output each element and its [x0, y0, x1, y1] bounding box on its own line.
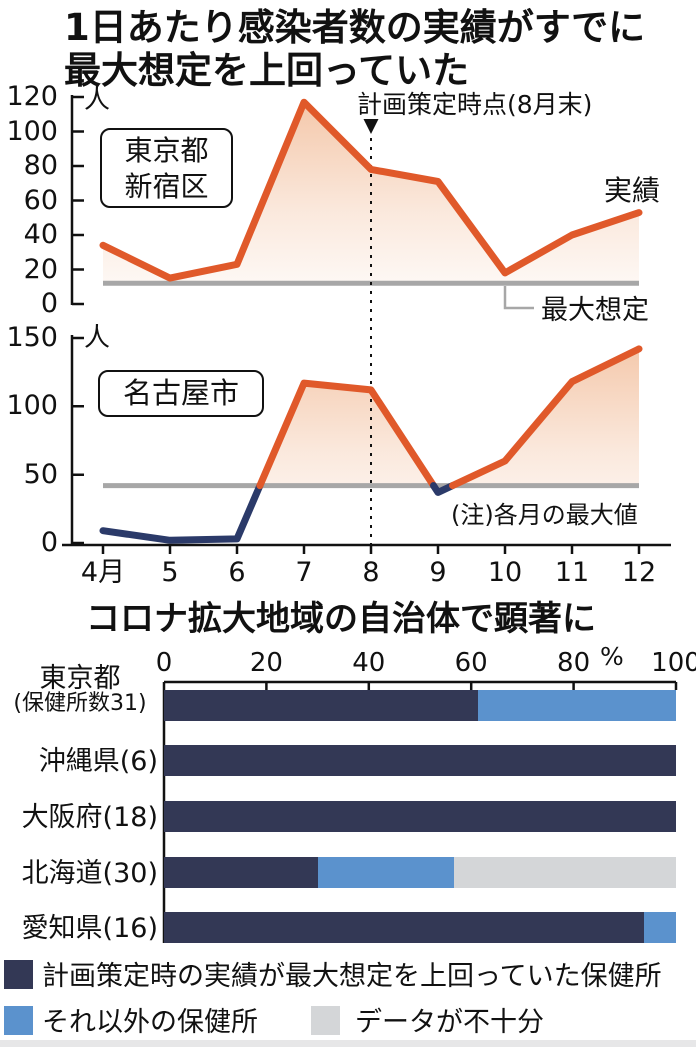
legend-swatch-other [4, 1006, 33, 1035]
legend-swatch-insufficient [311, 1006, 340, 1035]
actual-line [99, 98, 643, 282]
max-assumption-connector [503, 286, 534, 310]
bar-category-sublabel: (保健所数31) [13, 691, 147, 716]
tokyo-region-line2: 新宿区 [124, 170, 209, 203]
bar-category-label: 沖縄県(6) [38, 746, 158, 777]
bar-segment [164, 912, 645, 943]
x-tick-label: 11 [554, 557, 590, 588]
actual-line [99, 482, 264, 544]
y-tick-label: 20 [23, 253, 58, 285]
legend-swatch-exceeded [4, 960, 33, 989]
main-title: 1日あたり感染者数の実績がすでに 最大想定を上回っていた [64, 6, 645, 92]
nagoya-unit-label: 人 [84, 323, 111, 353]
x-axis [62, 543, 671, 554]
main-title-line1: 1日あたり感染者数の実績がすでに [64, 6, 646, 49]
x-tick-label: 10 [487, 557, 523, 588]
bottom-strip [0, 1040, 696, 1047]
y-tick-label: 100 [6, 115, 58, 147]
actual-line [449, 345, 643, 490]
tokyo-unit-label: 人 [84, 85, 111, 115]
percent-unit-label: % [600, 642, 624, 671]
x-tick-label: 9 [429, 557, 447, 588]
x-tick-label: 7 [295, 557, 313, 588]
main-title-line2: 最大想定を上回っていた [64, 49, 470, 92]
y-tick-label: 0 [40, 527, 58, 558]
x-tick-label: 6 [228, 557, 246, 588]
y-tick-label: 150 [6, 321, 58, 353]
bar-row [164, 912, 676, 943]
y-tick-label: 60 [23, 184, 58, 216]
actual-series-label: 実績 [604, 174, 661, 207]
y-tick-label: 50 [23, 458, 58, 490]
bar-category-label: 東京都 [39, 663, 121, 694]
bar-segment [477, 690, 676, 721]
area-fill [259, 383, 434, 486]
y-axis [70, 95, 84, 306]
bar-segment [644, 912, 676, 943]
nagoya-region-box: 名古屋市 [98, 370, 264, 417]
bar-segment [164, 801, 676, 832]
monthly-max-note: (注)各月の最大値 [451, 501, 638, 529]
y-tick-label: 40 [23, 219, 58, 250]
bar-category-label: 北海道(30) [21, 858, 158, 889]
nagoya-region-label: 名古屋市 [122, 376, 239, 410]
bar-category-label: 大阪府(18) [21, 802, 158, 833]
x-tick-label: 5 [161, 557, 179, 588]
legend-label-other: それ以外の保健所 [42, 1007, 258, 1038]
down-triangle-icon [363, 119, 379, 134]
tokyo-region-box: 東京都 新宿区 [100, 128, 233, 208]
x-tick-label: 12 [621, 557, 657, 588]
bar-segment [317, 857, 455, 888]
max-assumption-label: 最大想定 [541, 295, 649, 326]
bar-segment [164, 745, 676, 776]
x-tick-label: 8 [362, 557, 380, 588]
bar-row [164, 801, 676, 832]
legend-label-insufficient: データが不十分 [355, 1007, 544, 1038]
tokyo-region-line1: 東京都 [124, 134, 209, 167]
bar-axis-tick-label: 60 [454, 648, 488, 678]
bar-segment [164, 690, 478, 721]
bar-row [164, 745, 676, 776]
bar-axis-tick-label: 80 [557, 648, 591, 678]
y-tick-label: 80 [23, 150, 58, 181]
y-tick-label: 0 [40, 288, 58, 319]
plan-annotation-label: 計画策定時点(8月末) [357, 90, 593, 119]
bar-row [164, 857, 676, 888]
bar-segment [454, 857, 676, 888]
bar-axis-tick-label: 20 [249, 648, 283, 678]
bar-axis-tick-label: 40 [352, 648, 386, 678]
bar-axis-tick-label: 0 [155, 648, 173, 678]
y-tick-label: 100 [6, 390, 58, 422]
actual-line [430, 482, 457, 496]
bar-axis-tick-label: 100 [651, 648, 696, 678]
bar-row [164, 690, 676, 721]
bar-segment [164, 857, 318, 888]
x-tick-label: 4月 [80, 557, 126, 588]
bar-category-label: 愛知県(16) [21, 913, 158, 944]
bar-section-title: コロナ拡大地域の自治体で顕著に [86, 599, 596, 639]
y-tick-label: 120 [6, 81, 58, 112]
legend-label-exceeded: 計画策定時の実績が最大想定を上回っていた保健所 [42, 961, 662, 992]
y-axis [70, 335, 84, 545]
actual-line [256, 379, 437, 490]
